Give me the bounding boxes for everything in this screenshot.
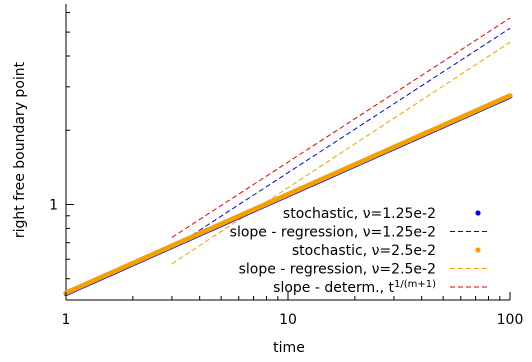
legend-swatch [475, 247, 481, 253]
legend-label: stochastic, ν=1.25e-2 [283, 206, 436, 222]
plot-frame [65, 4, 510, 301]
x-tick-label: 100 [497, 312, 524, 328]
legend-label: slope - determ., t1/(m+1) [273, 279, 436, 297]
x-axis-label: time [273, 340, 305, 356]
ticks-layer: 1 10 100 1 [49, 12, 524, 328]
series-line [171, 41, 511, 265]
series-line [171, 27, 511, 249]
y-axis-label: right free boundary point [12, 61, 28, 238]
legend-label: stochastic, ν=2.5e-2 [292, 243, 436, 259]
legend-label: slope - regression, ν=2.5e-2 [239, 262, 436, 278]
x-tick-label: 10 [279, 312, 297, 328]
legend: stochastic, ν=1.25e-2 slope - regression,… [230, 206, 490, 296]
series-layer [63, 17, 513, 297]
x-tick-label: 1 [62, 312, 71, 328]
legend-label-superscript: 1/(m+1) [394, 279, 436, 290]
y-tick-label: 1 [49, 197, 58, 213]
legend-swatch [475, 210, 481, 216]
series-line [171, 17, 511, 238]
series-point [507, 93, 513, 99]
legend-label: slope - regression, ν=1.25e-2 [230, 225, 436, 241]
